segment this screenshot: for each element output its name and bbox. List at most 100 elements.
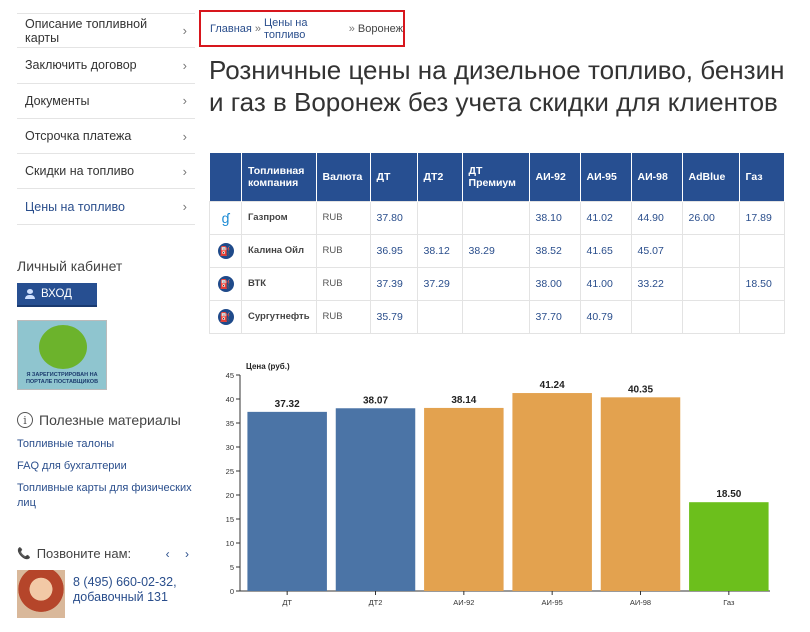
- price-cell: 26.00: [681, 200, 740, 235]
- sidebar-item-label: Цены на топливо: [25, 199, 125, 214]
- people-group-icon: [39, 325, 87, 369]
- fuel-station-icon: ⛽: [217, 275, 234, 292]
- price-cell: 38.10: [528, 200, 581, 235]
- company-name: Газпром: [241, 200, 317, 235]
- bar-value-label: 41.24: [540, 380, 565, 391]
- bar-5: [600, 397, 681, 591]
- column-header: Топливная компания: [241, 153, 317, 201]
- fuel-station-icon: ⛽: [217, 308, 234, 325]
- icon-column-header: [209, 153, 242, 201]
- breadcrumb: Главная » Цены на топливо » Воронеж: [199, 10, 405, 47]
- fuel-station-icon: ⛽: [217, 242, 234, 259]
- price-cell: [416, 200, 463, 235]
- sidebar-item[interactable]: Отсрочка платежа ›: [17, 119, 195, 155]
- sidebar-item-label: Скидки на топливо: [25, 164, 135, 179]
- table-row: ɠ Газпром RUB 37.80 38.10 41.02 44.90 26.00 17.8…: [209, 200, 786, 235]
- bar-6: [689, 502, 769, 591]
- column-header: ДТ: [370, 153, 418, 201]
- link-fuel-coupons[interactable]: Топливные талоны: [17, 438, 115, 450]
- sidebar-item[interactable]: Скидки на топливо ›: [17, 154, 195, 190]
- y-tick-label: 5: [230, 563, 234, 572]
- company-icon-cell: ⛽: [209, 266, 242, 301]
- y-tick-label: 0: [230, 587, 234, 596]
- breadcrumb-separator: »: [254, 22, 261, 35]
- contact-carousel-arrows[interactable]: ‹ ›: [165, 546, 195, 561]
- company-icon-cell: ⛽: [209, 299, 242, 334]
- cabinet-title: Личный кабинет: [17, 258, 123, 274]
- bar-value-label: 40.35: [628, 384, 653, 395]
- link-faq-accounting[interactable]: FAQ для бухгалтерии: [17, 460, 127, 472]
- column-header: ДТ2: [417, 153, 463, 201]
- price-cell: 35.79: [369, 299, 418, 334]
- price-cell: 33.22: [630, 266, 683, 301]
- sidebar-item-label: Отсрочка платежа: [25, 129, 132, 144]
- supplier-portal-badge[interactable]: Я ЗАРЕГИСТРИРОВАН НА ПОРТАЛЕ ПОСТАВЩИКОВ: [17, 320, 107, 390]
- bar-1: [247, 411, 327, 591]
- price-bar-chart: Цена (руб.) 0 5 10 15 20 25 30 35 40 45 37.32 ДТ 38.0…: [226, 362, 770, 607]
- y-tick-label: 35: [226, 419, 234, 428]
- company-icon-cell: ɠ: [209, 200, 242, 235]
- price-cell: 37.80: [369, 200, 418, 235]
- price-cell: 41.02: [579, 200, 632, 235]
- x-tick-label: АИ-92: [453, 598, 474, 607]
- currency-cell: RUB: [315, 200, 371, 235]
- price-cell: 36.95: [369, 233, 418, 268]
- company-icon-cell: ⛽: [209, 233, 242, 268]
- price-cell: 41.65: [579, 233, 632, 268]
- column-header: АИ-92: [529, 153, 581, 201]
- price-cell: 38.12: [416, 233, 463, 268]
- price-cell: [461, 299, 530, 334]
- user-icon: [25, 289, 35, 299]
- x-tick-label: ДТ2: [369, 598, 383, 607]
- price-cell: [681, 299, 740, 334]
- bar-2: [335, 408, 416, 591]
- link-fuel-cards-individuals[interactable]: Топливные карты для физических лиц: [17, 482, 192, 509]
- sidebar-item[interactable]: Документы ›: [17, 84, 195, 119]
- breadcrumb-separator: »: [348, 22, 355, 35]
- bar-value-label: 18.50: [716, 489, 741, 500]
- sidebar: Описание топливной карты › Заключить догов…: [0, 0, 200, 632]
- price-cell: [630, 299, 683, 334]
- price-cell: [416, 299, 463, 334]
- sidebar-item[interactable]: Описание топливной карты ›: [17, 13, 195, 49]
- breadcrumb-prices[interactable]: Цены на топливо: [264, 16, 308, 41]
- supplier-badge-text: Я ЗАРЕГИСТРИРОВАН НА ПОРТАЛЕ ПОСТАВЩИКОВ: [25, 372, 99, 385]
- phone-number[interactable]: 8 (495) 660-02-32, добавочный 131: [73, 575, 177, 605]
- chevron-right-icon: ›: [182, 93, 187, 109]
- table-row: ⛽ ВТК RUB 37.39 37.29 38.00 41.00 33.22 18.50: [209, 266, 786, 301]
- price-cell: [738, 299, 786, 334]
- price-cell: 38.29: [461, 233, 530, 268]
- fuel-prices-table: Топливная компания Валюта ДТ ДТ2 ДТ Прем…: [209, 153, 786, 334]
- login-label: ВХОД: [41, 288, 72, 300]
- price-cell: 38.00: [528, 266, 581, 301]
- breadcrumb-home[interactable]: Главная: [210, 22, 252, 35]
- info-icon: i: [17, 412, 33, 428]
- price-cell: 38.52: [528, 233, 581, 268]
- currency-cell: RUB: [315, 299, 371, 334]
- price-cell: 37.29: [416, 266, 463, 301]
- price-cell: 44.90: [630, 200, 683, 235]
- chevron-right-icon: ›: [182, 23, 187, 39]
- phone-line-1: 8 (495) 660-02-32,: [73, 575, 177, 589]
- company-name: Сургутнефть: [241, 299, 317, 334]
- bar-value-label: 38.07: [363, 395, 388, 406]
- y-tick-label: 45: [226, 371, 234, 380]
- login-button[interactable]: ВХОД: [17, 283, 97, 307]
- x-tick-label: ДТ: [282, 598, 292, 607]
- price-cell: 40.79: [579, 299, 632, 334]
- sidebar-item[interactable]: Цены на топливо ›: [17, 189, 195, 225]
- useful-links: Топливные талоны FAQ для бухгалтерии Топ…: [17, 437, 197, 518]
- call-us-title: 📞 Позвоните нам: ‹ ›: [17, 546, 195, 561]
- table-row: ⛽ Калина Ойл RUB 36.95 38.12 38.29 38.52 41.65 4…: [209, 233, 786, 268]
- company-name: ВТК: [241, 266, 317, 301]
- y-tick-label: 15: [226, 515, 234, 524]
- x-tick-label: АИ-95: [542, 598, 563, 607]
- sidebar-item[interactable]: Заключить договор ›: [17, 48, 195, 84]
- price-cell: 45.07: [630, 233, 683, 268]
- bar-value-label: 38.14: [451, 395, 476, 406]
- table-row: ⛽ Сургутнефть RUB 35.79 37.70 40.79: [209, 299, 786, 334]
- chevron-right-icon: ›: [182, 128, 187, 144]
- x-tick-label: АИ-98: [630, 598, 651, 607]
- useful-materials-title: i Полезные материалы: [17, 412, 181, 428]
- chevron-right-icon: ›: [182, 163, 187, 179]
